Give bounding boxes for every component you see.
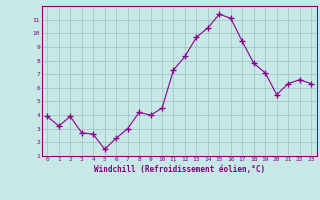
X-axis label: Windchill (Refroidissement éolien,°C): Windchill (Refroidissement éolien,°C) [94,165,265,174]
